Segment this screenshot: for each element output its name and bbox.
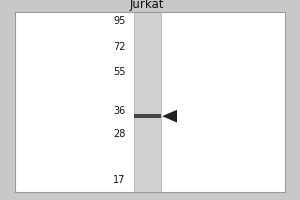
- Bar: [134, 12, 161, 192]
- Text: 55: 55: [113, 67, 126, 77]
- Bar: [134, 114, 161, 118]
- Text: 17: 17: [113, 175, 126, 185]
- Text: 36: 36: [113, 106, 126, 116]
- Text: Jurkat: Jurkat: [130, 0, 165, 11]
- Text: 28: 28: [113, 129, 126, 139]
- Text: 95: 95: [113, 16, 126, 26]
- Polygon shape: [162, 110, 177, 123]
- Text: 72: 72: [113, 42, 126, 52]
